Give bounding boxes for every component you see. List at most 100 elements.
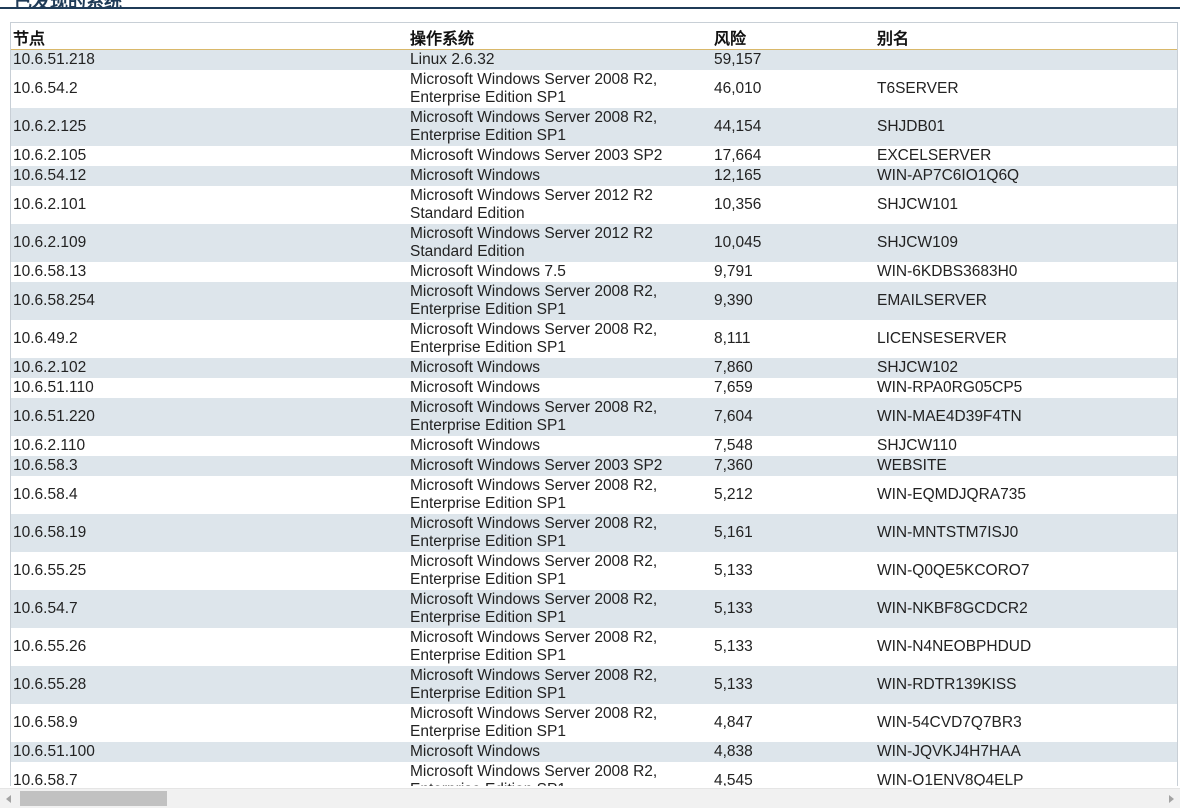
section-title: 已发现的系统 (14, 0, 122, 7)
cell-risk: 9,390 (714, 292, 753, 309)
table-row[interactable]: 10.6.51.220 Microsoft Windows Server 2008… (11, 398, 1177, 436)
cell-risk: 5,212 (714, 486, 753, 503)
cell-os-line: Enterprise Edition SP1 (410, 723, 566, 740)
cell-alias: EMAILSERVER (877, 292, 987, 309)
table-row[interactable]: 10.6.58.4 Microsoft Windows Server 2008 R… (11, 476, 1177, 514)
cell-os: Microsoft Windows Server 2003 SP2 (408, 146, 712, 166)
cell-os: Microsoft Windows Server 2008 R2,Enterpr… (408, 552, 712, 590)
scroll-left-arrow-icon[interactable] (6, 795, 11, 803)
cell-alias (875, 50, 1177, 71)
table-row[interactable]: 10.6.2.101 Microsoft Windows Server 2012 … (11, 186, 1177, 224)
column-header-alias[interactable]: 别名 (875, 23, 1177, 50)
cell-risk: 44,154 (714, 118, 762, 135)
table-row[interactable]: 10.6.2.109 Microsoft Windows Server 2012 … (11, 224, 1177, 262)
cell-node: 10.6.51.110 (13, 379, 94, 396)
cell-risk: 5,133 (714, 638, 753, 655)
table-row[interactable]: 10.6.2.102 Microsoft Windows 7,860 SHJCW102 (11, 358, 1177, 378)
table-row[interactable]: 10.6.54.7 Microsoft Windows Server 2008 R… (11, 590, 1177, 628)
table-row[interactable]: 10.6.2.125 Microsoft Windows Server 2008 … (11, 108, 1177, 146)
cell-alias: T6SERVER (877, 80, 959, 97)
cell-os-line: Microsoft Windows Server 2008 R2, (410, 321, 658, 338)
cell-os: Microsoft Windows Server 2008 R2,Enterpr… (408, 762, 712, 786)
cell-os-line: Microsoft Windows Server 2008 R2, (410, 667, 658, 684)
cell-risk: 17,664 (714, 147, 762, 164)
column-header-node[interactable]: 节点 (11, 23, 408, 50)
cell-os-line: Enterprise Edition SP1 (410, 609, 566, 626)
cell-alias: SHJDB01 (877, 118, 946, 135)
cell-os-line: Enterprise Edition SP1 (410, 533, 566, 550)
cell-node: 10.6.2.125 (13, 118, 87, 135)
table-row[interactable]: 10.6.55.26 Microsoft Windows Server 2008 … (11, 628, 1177, 666)
cell-os-line: Enterprise Edition SP1 (410, 685, 566, 702)
cell-node: 10.6.58.4 (13, 486, 78, 503)
cell-os-line: Microsoft Windows Server 2003 SP2 (410, 457, 663, 474)
cell-alias: SHJCW102 (877, 359, 958, 376)
cell-os: Microsoft Windows Server 2008 R2,Enterpr… (408, 398, 712, 436)
cell-node: 10.6.2.109 (13, 234, 87, 251)
column-header-risk[interactable]: 风险 (712, 23, 875, 50)
cell-node: 10.6.55.26 (13, 638, 87, 655)
table-row[interactable]: 10.6.58.19 Microsoft Windows Server 2008 … (11, 514, 1177, 552)
horizontal-scrollbar[interactable] (0, 788, 1180, 808)
cell-risk: 12,165 (714, 167, 762, 184)
cell-os: Microsoft Windows Server 2008 R2,Enterpr… (408, 628, 712, 666)
cell-risk: 10,356 (714, 196, 762, 213)
table-row[interactable]: 10.6.58.9 Microsoft Windows Server 2008 R… (11, 704, 1177, 742)
scrollbar-thumb[interactable] (20, 791, 167, 806)
cell-os-line: Enterprise Edition SP1 (410, 781, 710, 786)
table-row[interactable]: 10.6.55.28 Microsoft Windows Server 2008 … (11, 666, 1177, 704)
cell-os: Microsoft Windows Server 2008 R2,Enterpr… (408, 108, 712, 146)
cell-os-line: Microsoft Windows Server 2012 R2 (410, 187, 653, 204)
cell-os-line: Microsoft Windows Server 2012 R2 (410, 225, 653, 242)
cell-risk: 5,161 (714, 524, 753, 541)
cell-risk: 5,133 (714, 676, 753, 693)
cell-node: 10.6.54.12 (13, 167, 87, 184)
table-row[interactable]: 10.6.54.2 Microsoft Windows Server 2008 R… (11, 70, 1177, 108)
cell-risk: 46,010 (714, 80, 762, 97)
cell-os-line: Microsoft Windows (410, 359, 541, 376)
cell-alias: WIN-Q0QE5KCORO7 (877, 562, 1030, 579)
column-header-os[interactable]: 操作系统 (408, 23, 712, 50)
table-row[interactable]: 10.6.54.12 Microsoft Windows 12,165 WIN-AP7… (11, 166, 1177, 186)
cell-node: 10.6.58.19 (13, 524, 87, 541)
table-row[interactable]: 10.6.49.2 Microsoft Windows Server 2008 R… (11, 320, 1177, 358)
cell-node: 10.6.2.102 (13, 359, 87, 376)
cell-alias: WIN-54CVD7Q7BR3 (877, 714, 1022, 731)
scroll-right-arrow-icon[interactable] (1169, 795, 1174, 803)
cell-os: Microsoft Windows 7.5 (408, 262, 712, 282)
cell-risk: 5,133 (714, 562, 753, 579)
table-row[interactable]: 10.6.58.254 Microsoft Windows Server 2008… (11, 282, 1177, 320)
table-header-row: 节点 操作系统 风险 别名 (11, 23, 1177, 50)
cell-node: 10.6.54.2 (13, 80, 78, 97)
cell-node: 10.6.2.101 (13, 196, 87, 213)
cell-alias: SHJCW101 (877, 196, 958, 213)
cell-risk: 59,157 (714, 51, 762, 68)
cell-node: 10.6.55.25 (13, 562, 87, 579)
cell-alias: WIN-6KDBS3683H0 (877, 263, 1018, 280)
cell-os-line: Microsoft Windows Server 2008 R2, (410, 591, 658, 608)
cell-alias: SHJCW110 (877, 437, 957, 454)
cell-os: Linux 2.6.32 (408, 50, 712, 71)
cell-os-line: Enterprise Edition SP1 (410, 301, 566, 318)
cell-node: 10.6.55.28 (13, 676, 87, 693)
table-row[interactable]: 10.6.58.3 Microsoft Windows Server 2003 S… (11, 456, 1177, 476)
cell-os: Microsoft Windows Server 2008 R2,Enterpr… (408, 70, 712, 108)
table-row[interactable]: 10.6.51.110 Microsoft Windows 7,659 WIN-RPA… (11, 378, 1177, 398)
cell-risk: 5,133 (714, 600, 753, 617)
table-row[interactable]: 10.6.55.25 Microsoft Windows Server 2008 … (11, 552, 1177, 590)
cell-os-line: Linux 2.6.32 (410, 51, 495, 68)
cell-risk: 7,659 (714, 379, 753, 396)
table-row[interactable]: 10.6.58.7 Microsoft Windows Server 2008 R… (11, 762, 1177, 786)
table-row[interactable]: 10.6.58.13 Microsoft Windows 7.5 9,791 WIN-… (11, 262, 1177, 282)
table-row[interactable]: 10.6.2.110 Microsoft Windows 7,548 SHJCW110 (11, 436, 1177, 456)
table-row[interactable]: 10.6.51.100 Microsoft Windows 4,838 WIN-JQV… (11, 742, 1177, 762)
cell-os-line: Microsoft Windows Server 2003 SP2 (410, 147, 663, 164)
table-row[interactable]: 10.6.51.218 Linux 2.6.32 59,157 (11, 49, 1177, 71)
cell-risk: 4,847 (714, 714, 753, 731)
table-row[interactable]: 10.6.2.105 Microsoft Windows Server 2003 … (11, 146, 1177, 166)
cell-node: 10.6.58.254 (13, 292, 95, 309)
systems-table-viewport[interactable]: 节点 操作系统 风险 别名 10.6.51.218 Linux 2.6.32 59,… (10, 22, 1178, 786)
cell-risk: 4,838 (714, 743, 753, 760)
cell-alias: WIN-AP7C6IO1Q6Q (877, 167, 1020, 184)
cell-alias: WIN-JQVKJ4H7HAA (877, 743, 1021, 760)
